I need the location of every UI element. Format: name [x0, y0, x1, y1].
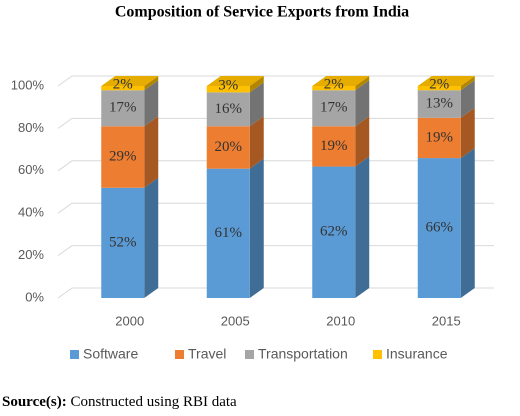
- bar: [206, 86, 250, 93]
- bar-side: [249, 116, 264, 169]
- bar-top: [417, 76, 475, 86]
- data-label: 61%: [215, 225, 243, 241]
- legend-swatch: [245, 350, 254, 359]
- bar: [206, 168, 250, 298]
- bar-side: [144, 76, 159, 91]
- data-label: 13%: [426, 95, 454, 111]
- data-label: 3%: [218, 78, 238, 94]
- bar: [312, 126, 356, 167]
- x-tick-label: 2005: [221, 313, 250, 328]
- data-label: 19%: [320, 138, 348, 154]
- bar: [206, 92, 250, 127]
- bar-top: [312, 76, 370, 86]
- data-label: 20%: [215, 139, 243, 155]
- y-tick-label: 40%: [18, 205, 44, 220]
- chart-title: Composition of Service Exports from Indi…: [115, 4, 409, 21]
- bar-side: [355, 116, 370, 167]
- bar: [312, 86, 356, 91]
- bar-side: [355, 76, 370, 91]
- bar-side: [355, 156, 370, 298]
- bar-side: [144, 177, 159, 298]
- data-label: 29%: [109, 148, 137, 164]
- data-label: 17%: [320, 100, 348, 116]
- bar: [417, 86, 461, 91]
- bar: [101, 187, 145, 298]
- x-tick-label: 2010: [326, 313, 355, 328]
- source-text: Constructed using RBI data: [70, 394, 237, 410]
- bar: [417, 90, 461, 118]
- bar-top: [101, 76, 159, 86]
- x-tick-label: 2015: [432, 313, 461, 328]
- legend-label: Software: [83, 346, 138, 362]
- data-label: 17%: [109, 100, 137, 116]
- data-label: 2%: [429, 77, 449, 93]
- y-tick-label: 80%: [18, 120, 44, 135]
- bar-side: [249, 76, 264, 93]
- bar-side: [249, 158, 264, 298]
- data-label: 16%: [215, 101, 243, 117]
- y-tick-label: 100%: [11, 77, 45, 92]
- data-label: 66%: [426, 219, 454, 235]
- data-label: 2%: [113, 77, 133, 93]
- legend-swatch: [175, 350, 184, 359]
- y-tick-label: 20%: [18, 247, 44, 262]
- data-label: 2%: [324, 77, 344, 93]
- bar: [101, 86, 145, 91]
- bar: [101, 90, 145, 127]
- bar-side: [460, 107, 475, 159]
- source: Source(s): Constructed using RBI data: [2, 394, 237, 410]
- bar: [101, 126, 145, 188]
- bar-side: [249, 82, 264, 127]
- y-tick-label: 60%: [18, 162, 44, 177]
- bar-side: [144, 116, 159, 188]
- bar: [312, 166, 356, 298]
- bar: [312, 90, 356, 127]
- legend-label: Insurance: [386, 346, 448, 362]
- bar-side: [355, 80, 370, 127]
- bar-side: [460, 148, 475, 298]
- y-tick-label: 0%: [25, 289, 44, 304]
- source-label: Source(s):: [2, 394, 67, 410]
- bar-side: [144, 80, 159, 127]
- legend-label: Transportation: [258, 346, 348, 362]
- legend-label: Travel: [188, 346, 226, 362]
- bar-side: [460, 76, 475, 91]
- bar-top: [206, 76, 264, 86]
- bar: [417, 117, 461, 159]
- legend-swatch: [373, 350, 382, 359]
- bar: [206, 126, 250, 169]
- bar: [417, 158, 461, 298]
- data-label: 62%: [320, 224, 348, 240]
- data-label: 52%: [109, 234, 137, 250]
- x-tick-label: 2000: [115, 313, 144, 328]
- data-label: 19%: [426, 129, 454, 145]
- bar-side: [460, 80, 475, 118]
- legend-swatch: [70, 350, 79, 359]
